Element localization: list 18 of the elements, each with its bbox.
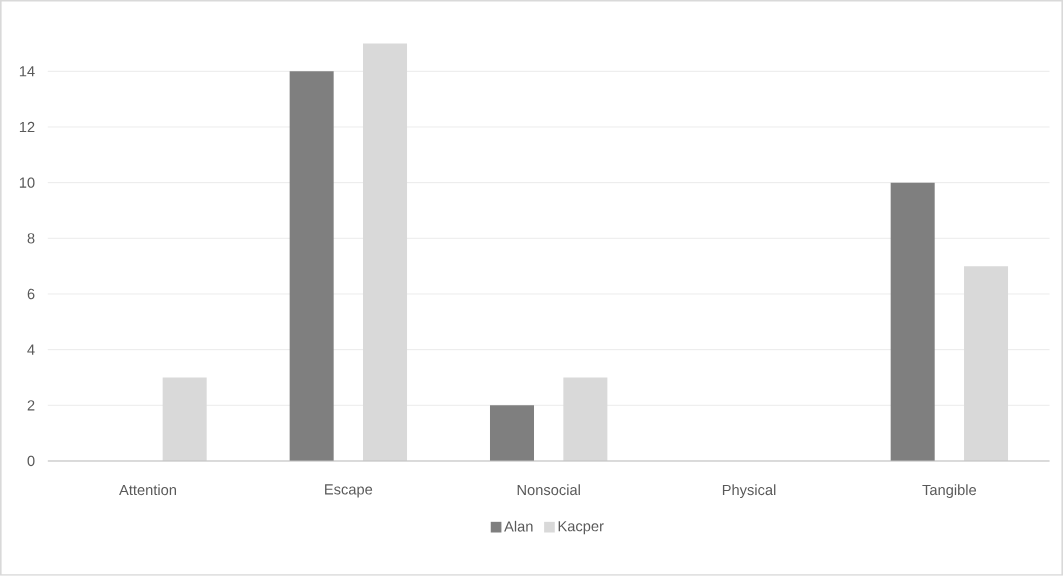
x-tick-label: Tangible [922, 484, 977, 499]
bar [890, 182, 935, 462]
x-tick-label: Escape [325, 484, 373, 498]
y-tick-label: 0 [27, 455, 35, 467]
y-tick-label: 10 [19, 177, 35, 188]
y-tick-label: 12 [19, 121, 35, 133]
y-tick-label: 2 [27, 400, 35, 411]
y-tick-label: 14 [19, 66, 35, 77]
x-tick-label: Attention [119, 484, 176, 496]
x-tick-label: Physical [722, 484, 776, 499]
y-tick-label: 6 [27, 288, 35, 300]
y-tick-label: 4 [27, 344, 35, 355]
y-tick-label: 8 [27, 233, 35, 244]
bar [289, 71, 334, 462]
legend-label: Kacper [558, 521, 604, 535]
x-tick-label: Nonsocial [517, 484, 580, 496]
bar [489, 405, 535, 462]
legend-label: Alan [504, 520, 533, 532]
